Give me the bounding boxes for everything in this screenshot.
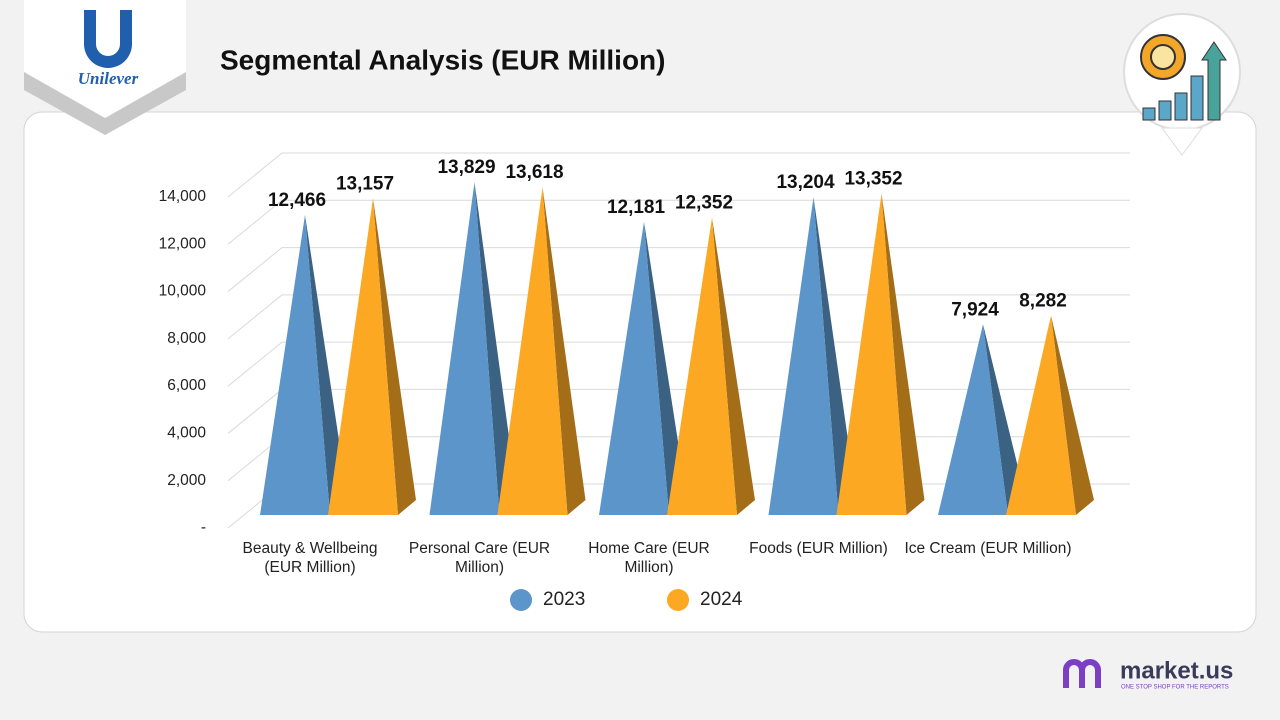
pyramid-front xyxy=(667,217,737,515)
pyramid-front xyxy=(260,214,330,515)
y-tick-label: 2,000 xyxy=(167,472,206,489)
icon-coin xyxy=(1150,44,1176,70)
icon-pointer xyxy=(1161,127,1203,156)
footer-tagline: ONE STOP SHOP FOR THE REPORTS xyxy=(1121,685,1229,691)
pyramid-front xyxy=(836,193,907,516)
x-tick-label: Personal Care (EUR Million) xyxy=(408,540,551,576)
grid-line xyxy=(227,199,1130,245)
y-tick-label: 14,000 xyxy=(159,188,207,205)
footer-mark xyxy=(1063,659,1101,688)
pyramid-side xyxy=(373,198,416,515)
footer-logo: market.us xyxy=(1120,657,1233,684)
pyramid-front xyxy=(938,324,1008,515)
pyramid-side xyxy=(474,182,518,515)
value-label: 7,924 xyxy=(951,299,999,320)
x-tick-label: Ice Cream (EUR Million) xyxy=(904,540,1072,557)
value-label: 13,352 xyxy=(844,169,902,190)
x-tick-label: Beauty & Wellbeing (EUR Million) xyxy=(242,540,378,576)
pyramid-front xyxy=(328,198,398,515)
pyramid-side xyxy=(983,324,1026,515)
icon-bar xyxy=(1158,100,1172,121)
x-tick-label: Foods (EUR Million) xyxy=(749,540,888,557)
y-tick-label: - xyxy=(201,519,206,536)
icon-bar xyxy=(1174,92,1188,121)
legend-swatch xyxy=(667,589,689,611)
pyramid-side xyxy=(712,217,755,515)
icon-arrow xyxy=(1201,41,1227,121)
icon-bar xyxy=(1190,75,1204,121)
value-label: 8,282 xyxy=(1019,291,1067,312)
value-label: 13,618 xyxy=(505,162,563,183)
grid-line xyxy=(227,247,1130,292)
pyramid-front xyxy=(429,182,500,515)
value-label: 12,466 xyxy=(268,190,326,211)
pyramid-side xyxy=(305,214,348,515)
legend-label: 2023 xyxy=(543,589,585,610)
pyramid-front xyxy=(599,221,669,515)
pyramid-front xyxy=(1006,315,1076,515)
y-tick-label: 6,000 xyxy=(167,377,206,394)
y-tick-label: 4,000 xyxy=(167,425,206,442)
logo-mark xyxy=(84,10,132,68)
pyramid-front xyxy=(768,197,839,515)
value-label: 12,352 xyxy=(675,193,733,214)
pyramid-side xyxy=(542,187,586,515)
value-label: 13,829 xyxy=(437,157,495,178)
legend-swatch xyxy=(510,589,532,611)
y-tick-label: 12,000 xyxy=(159,235,207,252)
logo-text: Unilever xyxy=(78,69,139,88)
value-label: 13,157 xyxy=(336,173,394,194)
chart-title: Segmental Analysis (EUR Million) xyxy=(220,44,665,75)
y-tick-label: 10,000 xyxy=(159,283,207,300)
pyramid-side xyxy=(644,221,687,515)
value-label: 13,204 xyxy=(776,172,835,193)
pyramid-side xyxy=(813,197,857,515)
grid-line xyxy=(227,152,1130,198)
pyramid-side xyxy=(1051,315,1094,515)
grid-line xyxy=(227,294,1130,340)
icon-bar xyxy=(1142,107,1156,121)
y-tick-label: 8,000 xyxy=(167,330,206,347)
x-tick-label: Home Care (EUR Million) xyxy=(588,540,710,576)
grid-line xyxy=(227,341,1130,387)
legend-label: 2024 xyxy=(700,589,743,610)
value-label: 12,181 xyxy=(607,197,666,218)
pyramid-front xyxy=(497,187,568,515)
pyramid-side xyxy=(881,193,925,516)
